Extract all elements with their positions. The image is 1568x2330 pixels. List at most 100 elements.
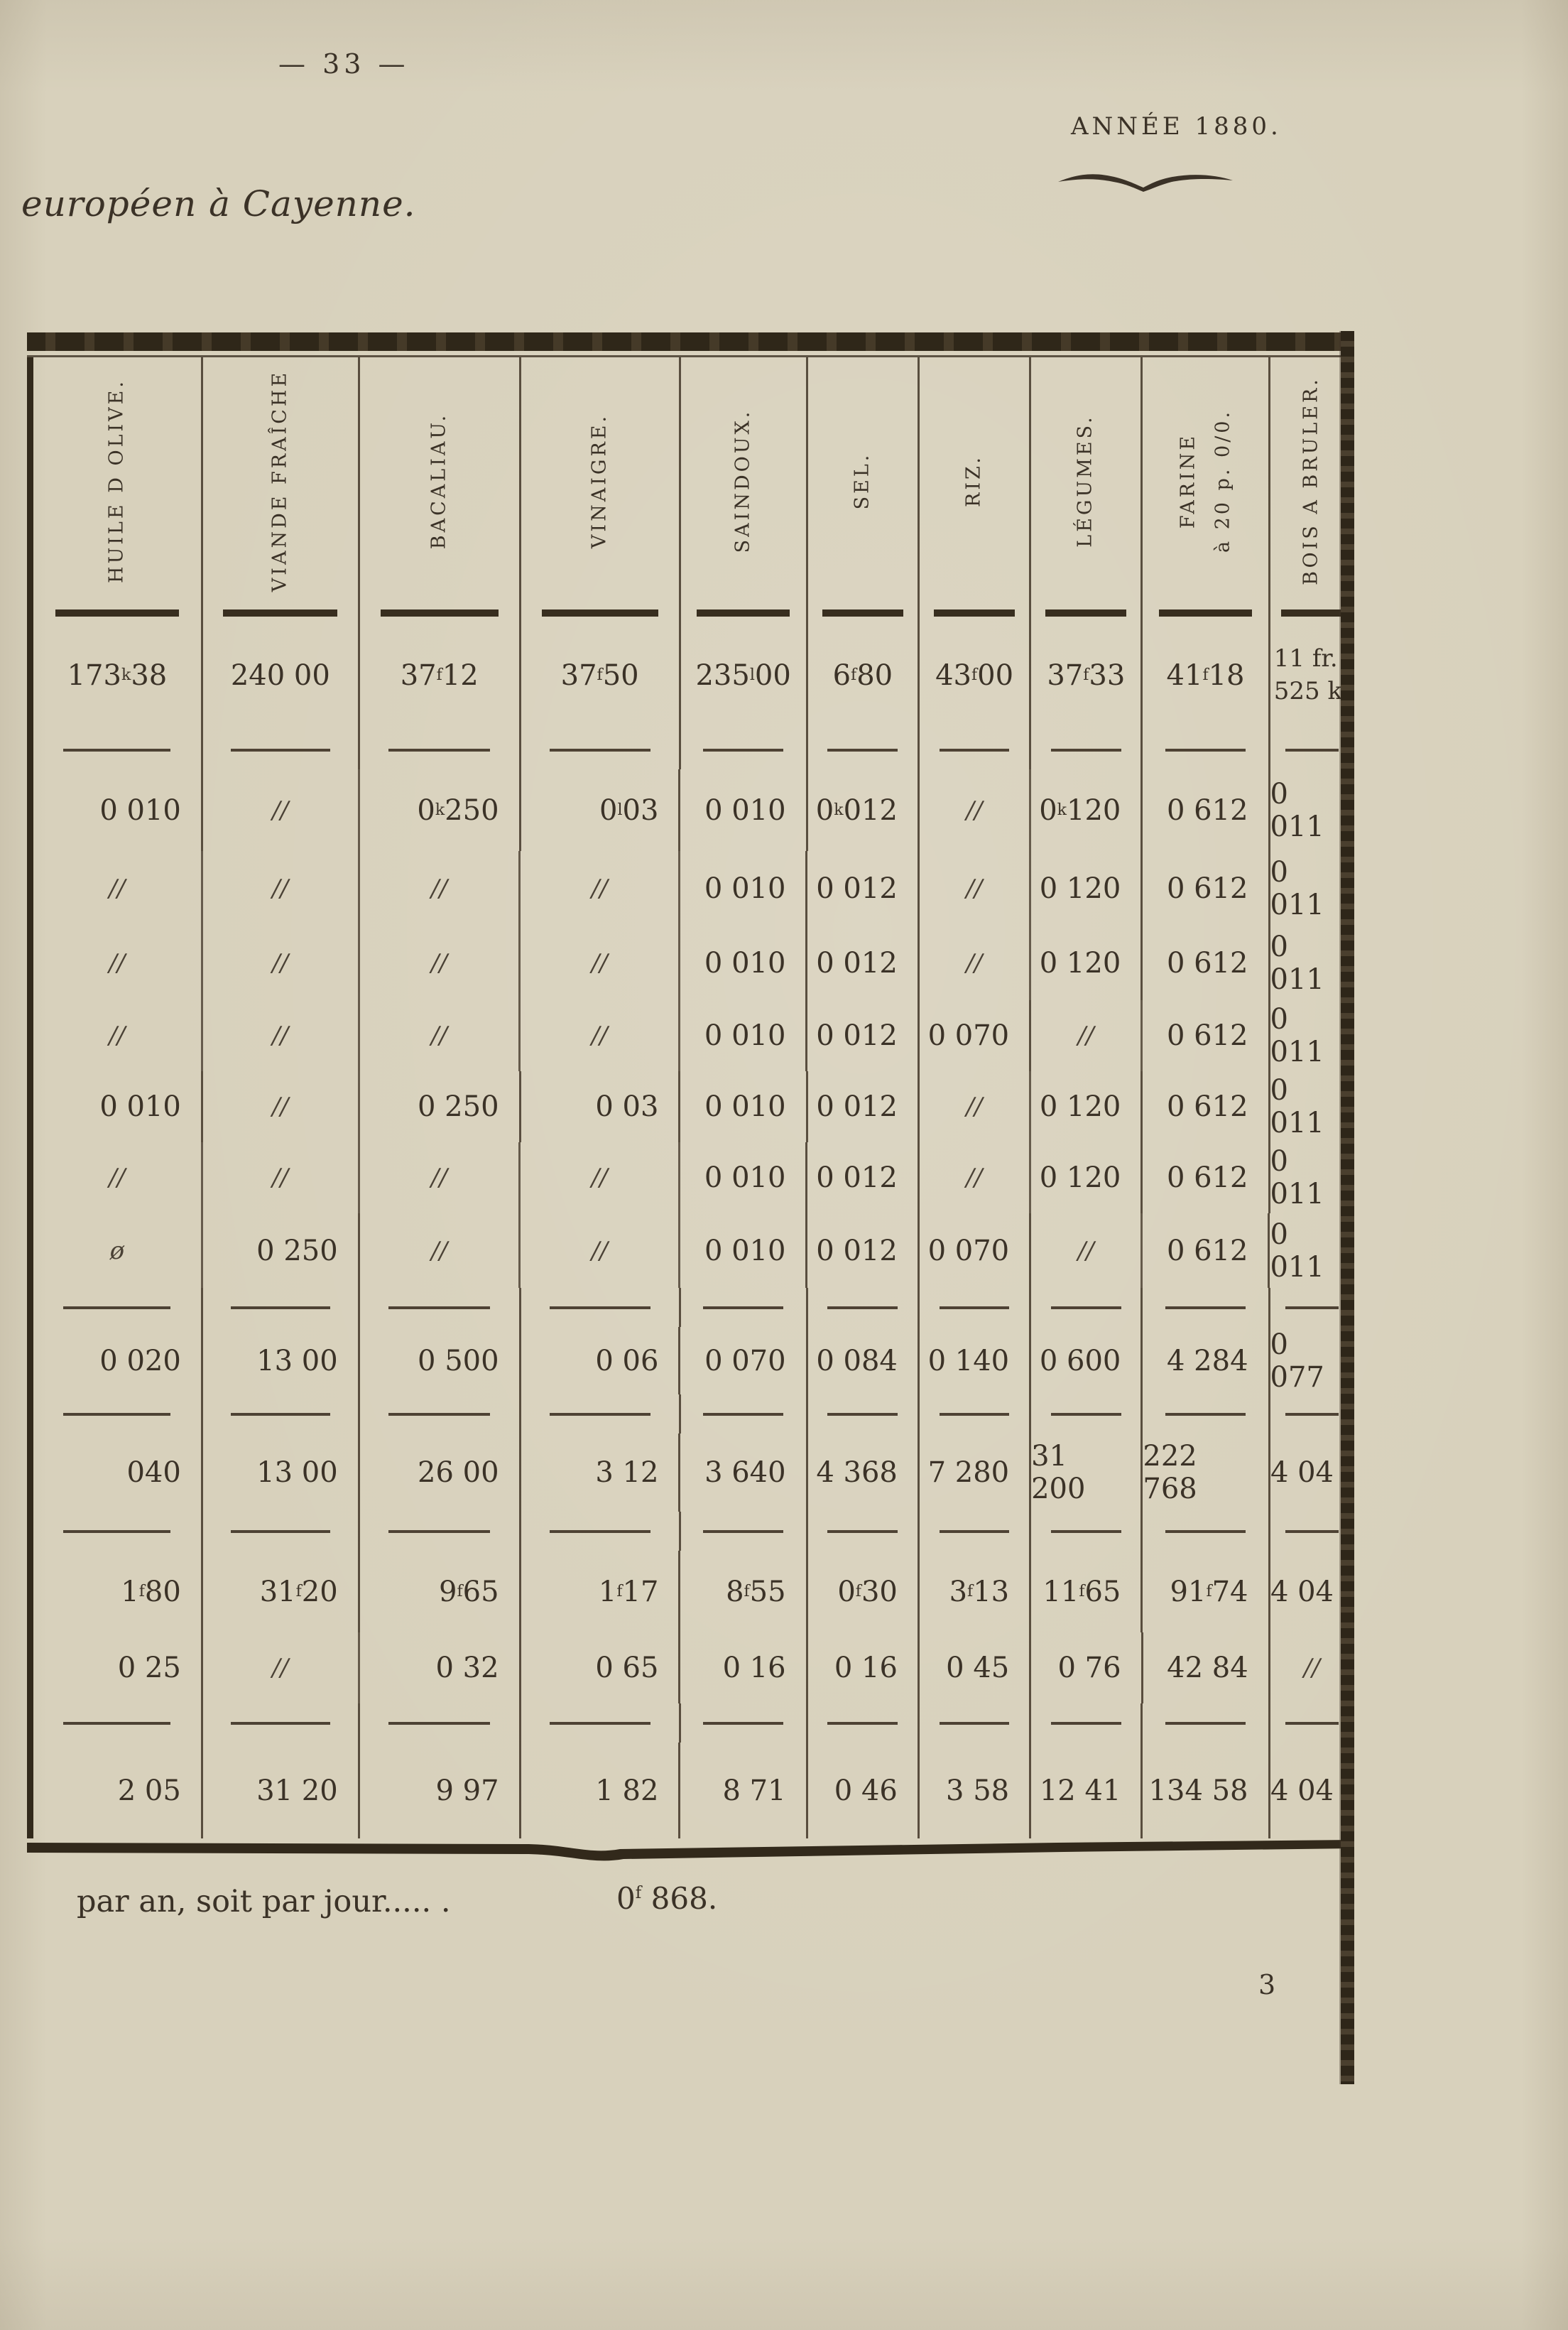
table-cell: 0 020 xyxy=(33,1327,203,1394)
table-cell: // xyxy=(920,926,1031,1000)
column-header: BOIS A BRULER. xyxy=(1270,357,1354,620)
separator-dash xyxy=(827,748,898,752)
separator-cell xyxy=(33,1394,203,1434)
table-cell: 0 06 xyxy=(521,1327,681,1394)
table-cell: // xyxy=(920,851,1031,926)
column-header-label: BACALIAU. xyxy=(428,412,450,550)
table-cell: 11 f 65 xyxy=(1031,1551,1143,1632)
column-header-label: VIANDE FRAÎCHE xyxy=(268,369,291,592)
separator-cell xyxy=(920,1394,1032,1434)
table-cell: 13 00 xyxy=(203,1327,360,1394)
table-top-border xyxy=(27,332,1354,351)
table-cell: 134 58 xyxy=(1143,1743,1270,1838)
table-cell: 4 368 xyxy=(808,1434,920,1512)
table-cell: 31 f 20 xyxy=(203,1551,360,1632)
table-cell: 0 010 xyxy=(680,769,808,851)
separator-cell xyxy=(203,1288,360,1327)
table-cell: // xyxy=(360,926,521,1000)
separator-dash xyxy=(1165,1529,1246,1533)
table-cell: 0 140 xyxy=(920,1327,1032,1394)
separator-cell xyxy=(681,1394,808,1434)
table-cell: 0 120 xyxy=(1031,1142,1143,1213)
separator-dash xyxy=(231,748,330,752)
separator-dash xyxy=(939,1721,1010,1725)
separator-cell xyxy=(1270,1512,1354,1551)
separator-cell xyxy=(681,1288,808,1327)
table-cell: 0 010 xyxy=(680,1142,808,1213)
table-cell: 0 120 xyxy=(1031,1071,1143,1142)
year-flourish-icon xyxy=(1058,174,1233,192)
separator-dash xyxy=(549,1721,650,1725)
table-row: ////////0 010 0 012//0 120 0 612 0 011 xyxy=(33,926,1354,1000)
table-cell: 12 41 xyxy=(1031,1743,1143,1838)
separator-dash xyxy=(1165,748,1246,752)
table-cell: 31 20 xyxy=(203,1743,360,1838)
separator-cell xyxy=(521,730,681,769)
page-edge-bar xyxy=(1341,331,1354,2084)
table-cell: 0 25 xyxy=(33,1632,203,1703)
table-cell: 7 280 xyxy=(920,1434,1032,1512)
separator-dash xyxy=(939,1412,1010,1416)
separator-dash xyxy=(703,1529,783,1533)
table-cell: 0 011 xyxy=(1270,855,1324,921)
separator-cell xyxy=(360,1288,521,1327)
table-cell: 3 640 xyxy=(680,1434,808,1512)
separator-cell xyxy=(1031,1512,1143,1551)
table-cell: // xyxy=(203,1632,360,1703)
column-header-label: HUILE D OLIVE. xyxy=(105,378,128,583)
separator-cell xyxy=(808,730,920,769)
year-heading: ANNÉE 1880. xyxy=(1071,112,1282,141)
separator-dash xyxy=(63,1721,171,1725)
separator-dash xyxy=(63,1529,171,1533)
separator-cell xyxy=(1031,1394,1143,1434)
table-cell: 222 768 xyxy=(1143,1434,1270,1512)
table-cell: 37 f 12 xyxy=(360,620,521,730)
table-cell: 0 32 xyxy=(360,1632,521,1703)
separator-cell xyxy=(808,1288,920,1327)
separator-dash xyxy=(231,1529,330,1533)
table-header-row: HUILE D OLIVE. VIANDE FRAÎCHE BACALIAU. VIN… xyxy=(33,357,1354,620)
table-cell: // xyxy=(203,851,360,926)
separator-dash xyxy=(231,1306,330,1309)
separator-cell xyxy=(521,1703,681,1743)
table-cell: 0 250 xyxy=(360,1071,521,1142)
separator-cell xyxy=(521,1288,681,1327)
column-header: VINAIGRE. xyxy=(521,357,681,620)
table-cell: 0 010 xyxy=(680,1071,808,1142)
table-cell: 0 45 xyxy=(920,1632,1032,1703)
table-cell: 0 010 xyxy=(33,1071,203,1142)
table-cell: // xyxy=(33,1142,203,1213)
separator-dash xyxy=(388,1721,491,1725)
table-cell: 0 010 xyxy=(680,1000,808,1071)
table-row: 040 13 00 26 00 3 12 3 640 4 368 7 280 31 200 22… xyxy=(33,1434,1354,1512)
separator-cell xyxy=(521,1512,681,1551)
header-underline xyxy=(1045,609,1127,617)
table-cell: 0 16 xyxy=(808,1632,920,1703)
table-cell: 0 011 xyxy=(1270,777,1324,843)
separator-dash xyxy=(939,748,1010,752)
table-cell: // xyxy=(1031,1000,1143,1071)
table-cell: 040 xyxy=(33,1434,203,1512)
separator-dash xyxy=(1050,1721,1121,1725)
table-cell: // xyxy=(521,926,681,1000)
table-cell: // xyxy=(521,851,681,926)
separator-cell xyxy=(1143,1703,1270,1743)
header-underline xyxy=(541,609,658,617)
separator-cell xyxy=(808,1394,920,1434)
table-cell: 0 010 xyxy=(33,769,203,851)
table-row: ////////0 010 0 012//0 120 0 612 0 011 xyxy=(33,1142,1354,1213)
separator-cell xyxy=(360,1703,521,1743)
table-cell: 0 012 xyxy=(807,851,920,926)
separator-cell xyxy=(681,1703,808,1743)
separator-cell xyxy=(203,730,360,769)
table-cell: // xyxy=(521,1142,681,1213)
table-cell: 4 04 xyxy=(1270,1575,1334,1608)
table-cell: // xyxy=(33,851,203,926)
table-bottom-border xyxy=(27,1840,1354,1861)
table-cell: 0 120 xyxy=(1031,926,1143,1000)
table-cell: // xyxy=(1031,1213,1143,1288)
